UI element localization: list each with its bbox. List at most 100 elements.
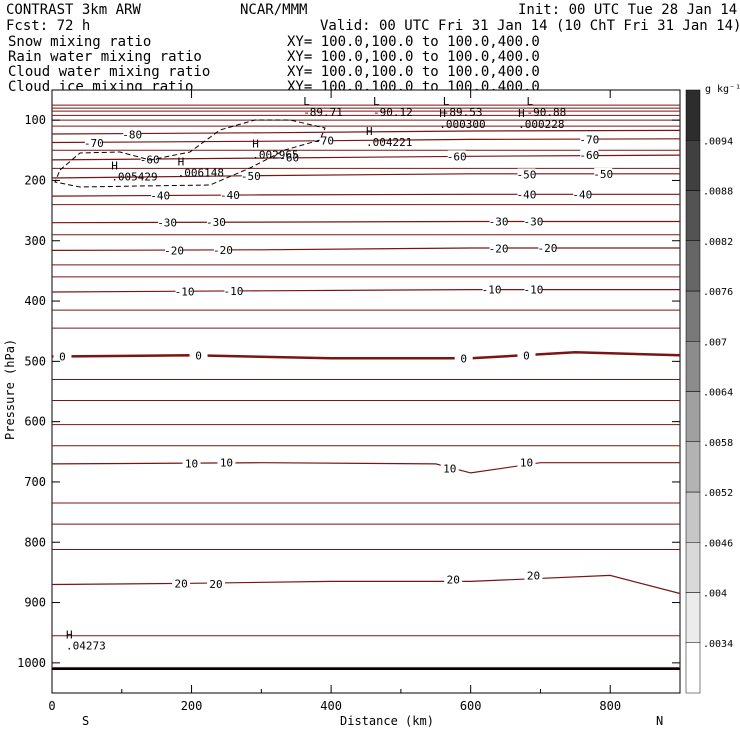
- contour-label-bg: [158, 216, 177, 228]
- colorbar-swatch: [685, 391, 701, 442]
- colorbar-label: .0034: [703, 639, 733, 650]
- y-tick-label: 700: [24, 475, 46, 489]
- contour-label: -20: [213, 244, 233, 257]
- contour-label-bg: [517, 456, 536, 468]
- contour-label-bg: [182, 457, 201, 469]
- y-tick-label: 400: [24, 294, 46, 308]
- center-label: NCAR/MMM: [240, 2, 307, 18]
- contour-label: 0: [523, 349, 530, 362]
- contour-label-bg: [280, 151, 299, 163]
- contour-label-bg: [84, 137, 103, 149]
- field-xy: XY= 100.0,100.0 to 100.0,400.0: [287, 49, 540, 65]
- y-axis-title: Pressure (hPa): [3, 339, 17, 440]
- cloud-ice-dashed-contour: [54, 119, 326, 188]
- extremum-value: -89.71: [303, 106, 343, 119]
- y-tick-label: 100: [24, 113, 46, 127]
- contour-label: -60: [579, 149, 599, 162]
- contour-label-bg: [444, 573, 463, 585]
- colorbar-swatch: [685, 140, 701, 191]
- extremum-value: -89.53: [443, 106, 483, 119]
- temperature-contour: [51, 220, 680, 224]
- contour-label-bg: [140, 153, 159, 165]
- contour-label: 20: [174, 577, 187, 590]
- contour-label: -20: [489, 243, 509, 256]
- contour-label: -10: [482, 284, 502, 297]
- contour-label-bg: [220, 188, 239, 200]
- colorbar-label: .0076: [703, 287, 733, 298]
- temperature-contour: [51, 129, 681, 135]
- extremum-kind: L: [303, 95, 310, 108]
- north-endpoint: N: [656, 714, 663, 728]
- contour-label-bg: [206, 577, 225, 589]
- contour-label: -30: [206, 216, 226, 229]
- contour-label-bg: [580, 133, 599, 145]
- colorbar-swatch: [685, 592, 701, 643]
- extremum-kind: H: [66, 629, 73, 642]
- contour-label-bg: [172, 577, 191, 589]
- extremum-value: .04273: [66, 640, 106, 653]
- colorbar-swatch: [685, 341, 701, 392]
- extremum-value: .000228: [518, 118, 564, 131]
- field-legend: Snow mixing ratio XY= 100.0,100.0 to 100.…: [8, 34, 540, 95]
- field-xy: XY= 100.0,100.0 to 100.0,400.0: [287, 34, 540, 50]
- x-tick-label: 0: [48, 699, 55, 713]
- contour-label: 20: [209, 578, 222, 591]
- extremum-kind: H: [111, 160, 118, 173]
- contour-label-bg: [440, 462, 459, 474]
- contour-label: 10: [443, 463, 456, 476]
- temperature-contour: [51, 138, 681, 144]
- contour-label-bg: [517, 168, 536, 180]
- colorbar-swatch: [685, 89, 701, 141]
- y-tick-label: 200: [24, 173, 46, 187]
- contour-label-bg: [489, 215, 508, 227]
- contour-label: -60: [447, 150, 467, 163]
- x-tick-label: 800: [599, 699, 621, 713]
- extremum-kind: H: [439, 107, 446, 120]
- contour-label-bg: [206, 216, 225, 228]
- contour-label: 20: [447, 574, 460, 587]
- cloud-ice-contour: [54, 119, 326, 188]
- colorbar-label: .0088: [703, 187, 733, 198]
- field-name: Cloud water mixing ratio: [8, 64, 210, 80]
- contour-label: -20: [164, 244, 184, 257]
- y-tick-label: 1000: [17, 656, 46, 670]
- contour-label-bg: [151, 189, 170, 201]
- contour-label-bg: [315, 134, 334, 146]
- contour-label-bg: [447, 150, 466, 162]
- extremum-kind: H: [178, 155, 185, 168]
- colorbar-label: .0064: [703, 388, 733, 399]
- y-tick-label: 600: [24, 415, 46, 429]
- field-xy: XY= 100.0,100.0 to 100.0,400.0: [287, 64, 540, 80]
- contour-label-bg: [580, 149, 599, 161]
- extremum-value: .005429: [111, 171, 157, 184]
- x-axis-title: Distance (km): [340, 714, 434, 728]
- contour-label-bg: [241, 170, 260, 182]
- contour-label: -40: [150, 190, 170, 203]
- temperature-contour: [51, 289, 680, 293]
- y-tick-label: 300: [24, 234, 46, 248]
- extremum-kind: H: [252, 137, 259, 150]
- contour-label-bg: [217, 456, 236, 468]
- contour-label: 0: [460, 352, 467, 365]
- model-label: CONTRAST 3km ARW: [6, 2, 141, 18]
- temperature-contour: [51, 351, 681, 360]
- contour-label-bg: [482, 283, 501, 295]
- contour-label-bg: [123, 128, 142, 140]
- south-endpoint: S: [82, 714, 89, 728]
- colorbar-label: .0082: [703, 237, 733, 248]
- contour-label: 10: [220, 457, 233, 470]
- colorbar-swatch: [685, 441, 701, 493]
- contour-label-bg: [454, 352, 473, 364]
- contour-label-bg: [165, 244, 184, 256]
- y-tick-label: 900: [24, 596, 46, 610]
- init-label: Init: 00 UTC Tue 28 Jan 14: [518, 2, 737, 18]
- contour-label: 10: [520, 457, 533, 470]
- extremum-value: .006148: [178, 166, 224, 179]
- contour-label-bg: [594, 167, 613, 179]
- colorbar-swatch: [685, 240, 701, 292]
- colorbar-swatch: [685, 491, 701, 543]
- extremum-kind: L: [373, 95, 380, 108]
- contour-label-bg: [175, 285, 194, 297]
- contour-label: -30: [524, 215, 544, 228]
- contour-label: -70: [314, 135, 334, 148]
